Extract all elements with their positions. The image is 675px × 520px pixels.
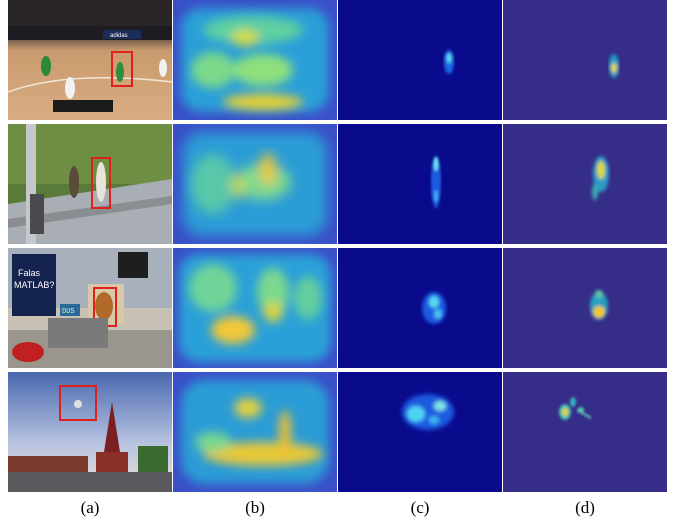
figure-row-4 [8,372,667,492]
panel-label-b: (b) [245,498,265,517]
saliency-map-d-desk [503,248,667,368]
saliency-map-b-pedestrian [173,124,337,244]
panel-label-a: (a) [80,498,100,517]
book-title-line-1: Falas [18,268,41,278]
panel-label-d: (d) [575,498,595,517]
ad-board-text: adidas [110,33,128,39]
saliency-map-b-basketball [173,0,337,120]
row-separator [8,120,667,124]
input-frame-basketball: adidas [8,0,172,120]
saliency-map-c-pedestrian [338,124,502,244]
panel-label-c: (c) [410,498,430,517]
saliency-map-c-basketball [338,0,502,120]
row-separator [8,368,667,372]
input-frame-moscow [8,372,172,492]
target-bounding-box [59,385,97,421]
figure-row-3: Falas MATLAB? DUS [8,248,667,368]
saliency-map-c-desk [338,248,502,368]
panel-caption-row: (a) (b) (c) (d) [8,498,667,520]
target-bounding-box [111,51,133,87]
book-title-line-2: MATLAB? [14,280,54,290]
figure-grid: adidas [8,0,667,496]
figure-row-2 [8,124,667,244]
input-frame-desk: Falas MATLAB? DUS [8,248,172,368]
figure-row-1: adidas [8,0,667,120]
input-frame-pedestrian [8,124,172,244]
saliency-map-d-basketball [503,0,667,120]
saliency-map-c-moscow [338,372,502,492]
saliency-map-b-desk [173,248,337,368]
saliency-map-d-pedestrian [503,124,667,244]
saliency-map-b-moscow [173,372,337,492]
row-separator [8,244,667,248]
saliency-map-d-moscow [503,372,667,492]
lcd-display-text: DUS [62,308,75,316]
target-bounding-box [91,157,111,209]
